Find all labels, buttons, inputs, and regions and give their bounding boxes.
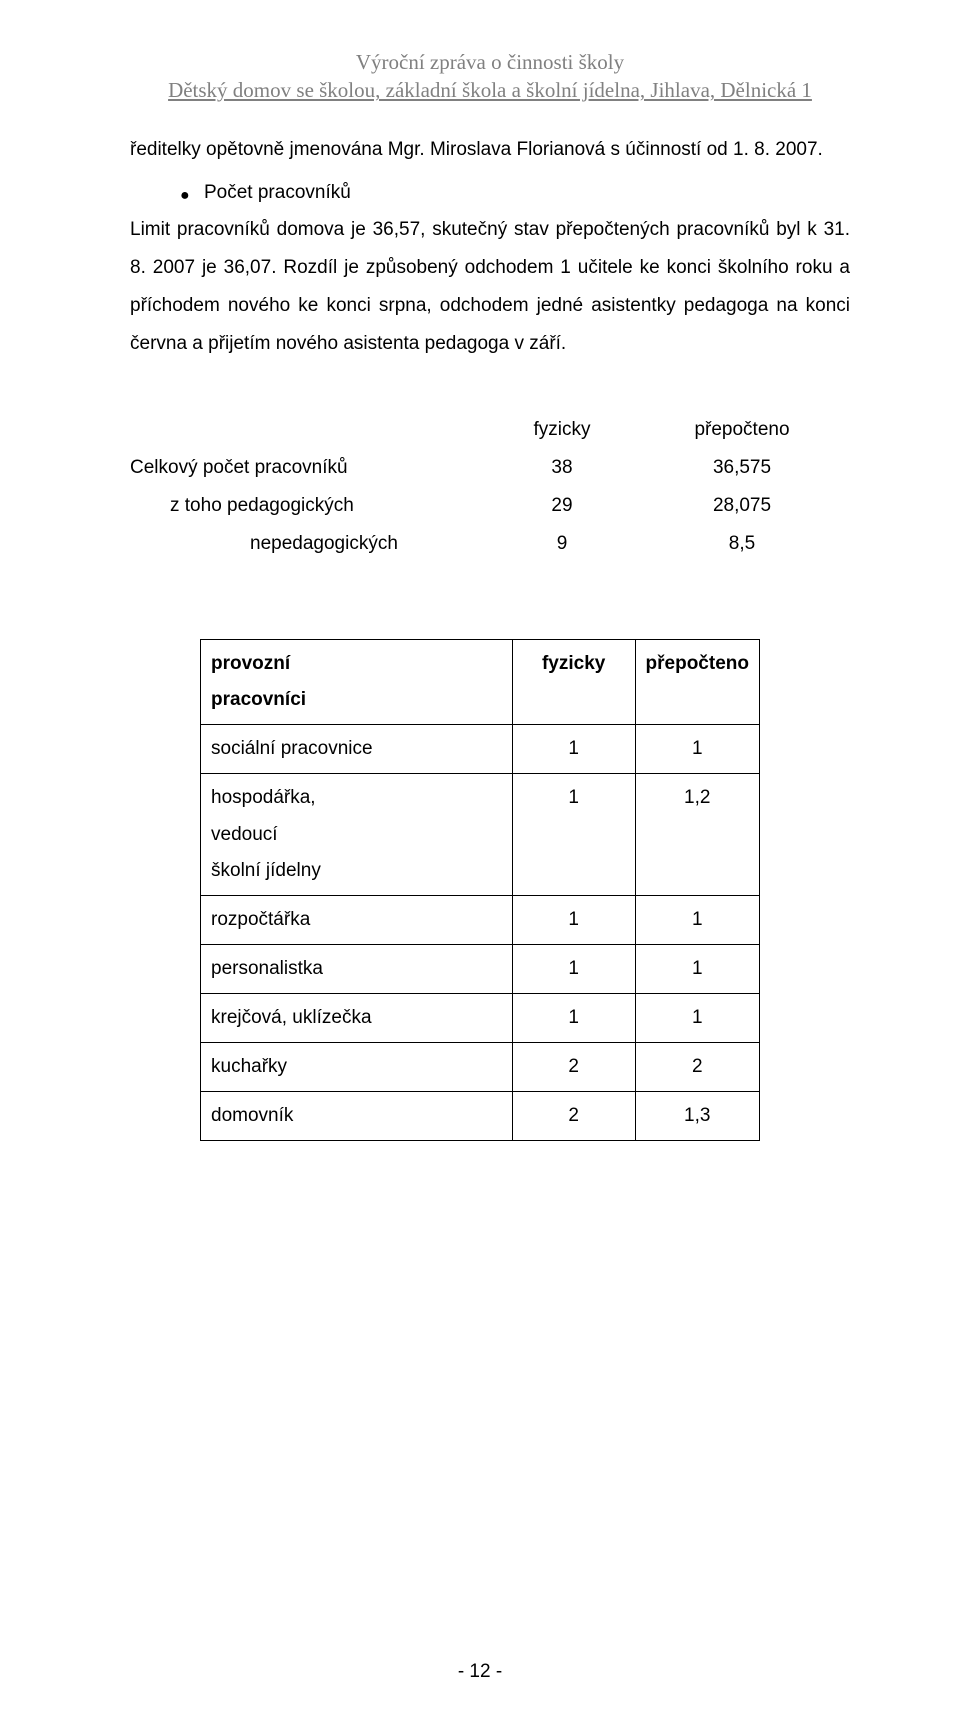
table-row: z toho pedagogických 29 28,075 (130, 487, 850, 525)
row-fyz: 2 (512, 1043, 635, 1092)
row-prep: 1 (635, 725, 759, 774)
row-prep: 36,575 (634, 449, 850, 487)
row-prep: 8,5 (634, 525, 850, 563)
row-fyz: 1 (512, 725, 635, 774)
row-prep: 2 (635, 1043, 759, 1092)
row-label: krejčová, uklízečka (201, 993, 513, 1042)
table-head-row: provozní pracovníci fyzicky přepočteno (201, 640, 760, 725)
row-label: z toho pedagogických (130, 487, 490, 525)
page-header: Výroční zpráva o činnosti školy Dětský d… (130, 48, 850, 105)
row-prep: 1,2 (635, 774, 759, 895)
col-head-fyzicky: fyzicky (512, 640, 635, 725)
col-head-prepocteno: přepočteno (635, 640, 759, 725)
row-label-line1: hospodářka, (211, 787, 316, 808)
row-fyz: 29 (490, 487, 634, 525)
table-row: sociální pracovnice 1 1 (201, 725, 760, 774)
table-row: krejčová, uklízečka 1 1 (201, 993, 760, 1042)
table-row: personalistka 1 1 (201, 944, 760, 993)
col-head-label: provozní pracovníci (201, 640, 513, 725)
row-label: nepedagogických (130, 525, 490, 563)
bullet-icon: ● (180, 188, 204, 204)
row-fyz: 2 (512, 1092, 635, 1141)
header-line-1: Výroční zpráva o činnosti školy (130, 48, 850, 76)
row-prep: 1,3 (635, 1092, 759, 1141)
col-head-prepocteno: přepočteno (634, 411, 850, 449)
table-row: kuchařky 2 2 (201, 1043, 760, 1092)
row-label: domovník (201, 1092, 513, 1141)
row-prep: 1 (635, 944, 759, 993)
body-paragraph: Limit pracovníků domova je 36,57, skuteč… (130, 211, 850, 363)
row-fyz: 9 (490, 525, 634, 563)
table-row: Celkový počet pracovníků 38 36,575 (130, 449, 850, 487)
staff-count-table: fyzicky přepočteno Celkový počet pracovn… (130, 411, 850, 563)
table-head-row: fyzicky přepočteno (130, 411, 850, 449)
head-label-line1: provozní (211, 653, 290, 674)
header-line-2: Dětský domov se školou, základní škola a… (130, 76, 850, 104)
col-head-fyzicky: fyzicky (490, 411, 634, 449)
row-fyz: 1 (512, 944, 635, 993)
row-fyz: 38 (490, 449, 634, 487)
bullet-label: Počet pracovníků (204, 179, 850, 208)
row-label: rozpočtářka (201, 895, 513, 944)
row-prep: 28,075 (634, 487, 850, 525)
row-fyz: 1 (512, 895, 635, 944)
row-label-line3: školní jídelny (211, 860, 321, 881)
row-fyz: 1 (512, 993, 635, 1042)
row-prep: 1 (635, 993, 759, 1042)
intro-paragraph: ředitelky opětovně jmenována Mgr. Mirosl… (130, 131, 850, 169)
operational-staff-table: provozní pracovníci fyzicky přepočteno s… (200, 639, 760, 1141)
page-number: - 12 - (0, 1658, 960, 1687)
row-label: hospodářka, vedoucí školní jídelny (201, 774, 513, 895)
row-label: kuchařky (201, 1043, 513, 1092)
row-label: personalistka (201, 944, 513, 993)
table-row: domovník 2 1,3 (201, 1092, 760, 1141)
bullet-item: ● Počet pracovníků (130, 179, 850, 208)
row-label-line2: vedoucí (211, 824, 278, 845)
table-row: hospodářka, vedoucí školní jídelny 1 1,2 (201, 774, 760, 895)
table-row: rozpočtářka 1 1 (201, 895, 760, 944)
row-label: sociální pracovnice (201, 725, 513, 774)
head-label-line2: pracovníci (211, 689, 306, 710)
row-prep: 1 (635, 895, 759, 944)
table-row: nepedagogických 9 8,5 (130, 525, 850, 563)
row-label: Celkový počet pracovníků (130, 449, 490, 487)
row-fyz: 1 (512, 774, 635, 895)
